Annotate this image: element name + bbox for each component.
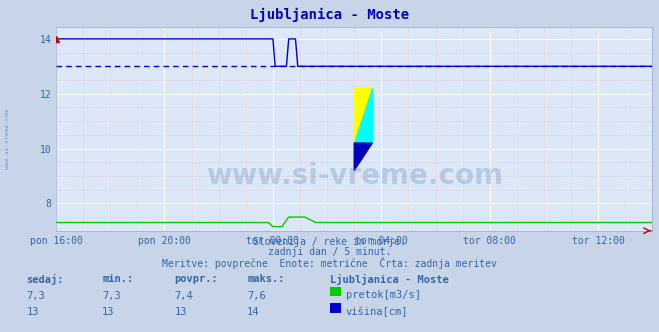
Text: povpr.:: povpr.: (175, 274, 218, 284)
Text: 7,6: 7,6 (247, 290, 266, 300)
Text: 7,3: 7,3 (26, 290, 45, 300)
Text: 14: 14 (247, 307, 260, 317)
Text: Ljubljanica - Moste: Ljubljanica - Moste (250, 8, 409, 23)
Text: www.si-vreme.com: www.si-vreme.com (5, 110, 11, 169)
Text: višina[cm]: višina[cm] (346, 307, 409, 317)
Text: 13: 13 (102, 307, 115, 317)
Text: Meritve: povprečne  Enote: metrične  Črta: zadnja meritev: Meritve: povprečne Enote: metrične Črta:… (162, 257, 497, 269)
Text: 7,3: 7,3 (102, 290, 121, 300)
Polygon shape (355, 143, 372, 170)
Text: www.si-vreme.com: www.si-vreme.com (206, 162, 503, 190)
Text: Ljubljanica - Moste: Ljubljanica - Moste (330, 274, 448, 285)
Text: min.:: min.: (102, 274, 133, 284)
Text: zadnji dan / 5 minut.: zadnji dan / 5 minut. (268, 247, 391, 257)
Text: maks.:: maks.: (247, 274, 285, 284)
Text: 13: 13 (26, 307, 39, 317)
Text: Slovenija / reke in morje.: Slovenija / reke in morje. (253, 237, 406, 247)
Text: 7,4: 7,4 (175, 290, 193, 300)
Text: pretok[m3/s]: pretok[m3/s] (346, 290, 421, 300)
Polygon shape (355, 88, 372, 143)
Polygon shape (355, 88, 372, 143)
Text: sedaj:: sedaj: (26, 274, 64, 285)
Text: 13: 13 (175, 307, 187, 317)
